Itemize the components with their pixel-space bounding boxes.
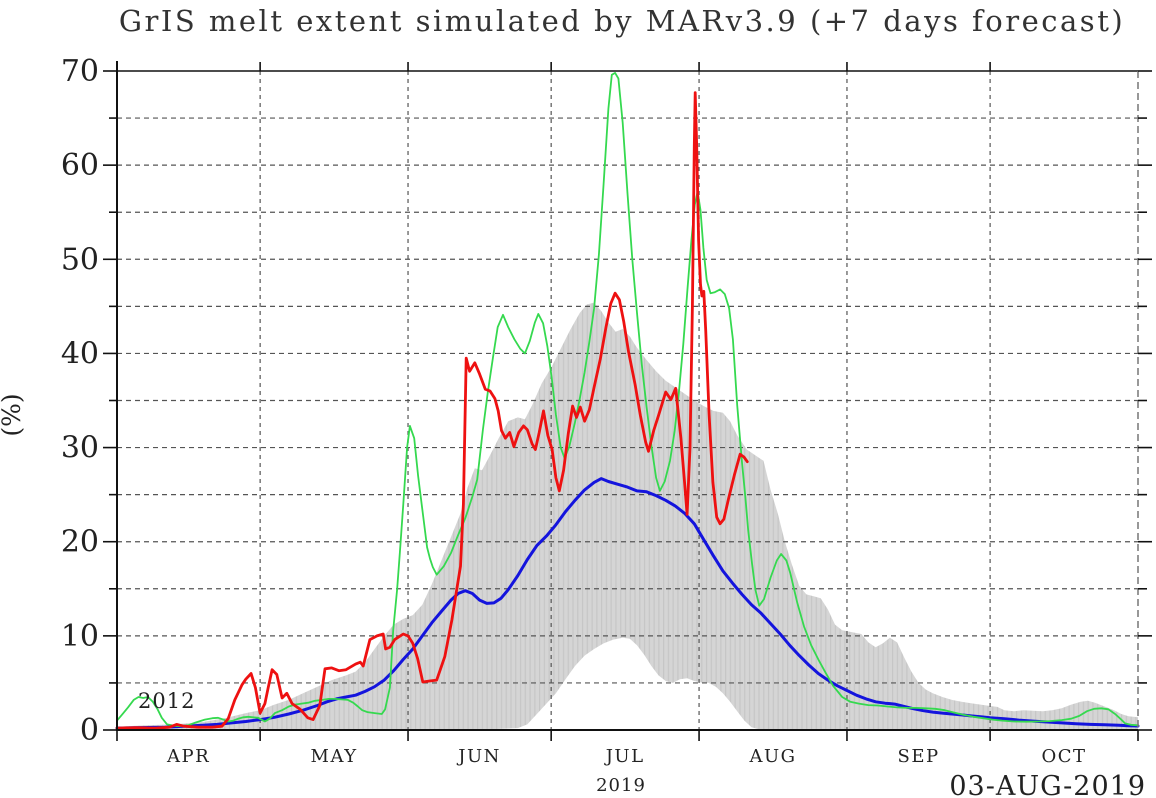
month-label: JUL (604, 746, 645, 767)
y-tick-label: 0 (80, 713, 99, 748)
month-label: SEP (897, 746, 939, 767)
month-label: OCT (1042, 746, 1087, 767)
x-axis-year-label: 2019 (596, 775, 646, 796)
date-stamp: 03-AUG-2019 (949, 771, 1146, 798)
month-label: APR (166, 746, 210, 767)
y-tick-label: 40 (61, 336, 99, 371)
y-axis-title: (%) (0, 393, 26, 436)
y-axis-tick-labels: 0 10 20 30 40 50 60 70 (61, 54, 99, 748)
series-annotation-2012: 2012 (138, 689, 195, 713)
data-curves (115, 72, 1140, 730)
curve-blue_mean (115, 477, 1140, 730)
climatology-envelope-area (117, 302, 1138, 730)
y-tick-label: 30 (61, 431, 99, 466)
y-tick-label: 10 (61, 619, 99, 654)
month-label: MAY (311, 746, 358, 767)
y-tick-label: 60 (61, 148, 99, 183)
month-label: AUG (748, 746, 796, 767)
curve-green_2012 (116, 72, 1139, 728)
y-tick-label: 50 (61, 242, 99, 277)
climatology-envelope (117, 302, 1138, 730)
axes-and-ticks (103, 61, 1152, 741)
y-tick-label: 20 (61, 525, 99, 560)
gridlines (117, 71, 1138, 730)
chart-title: GrIS melt extent simulated by MARv3.9 (+… (119, 4, 1125, 38)
x-axis-month-labels: APR MAY JUN JUL AUG SEP OCT (166, 746, 1087, 767)
y-tick-label: 70 (61, 54, 99, 89)
month-label: JUN (456, 746, 501, 767)
curve-red_2019 (115, 91, 749, 730)
